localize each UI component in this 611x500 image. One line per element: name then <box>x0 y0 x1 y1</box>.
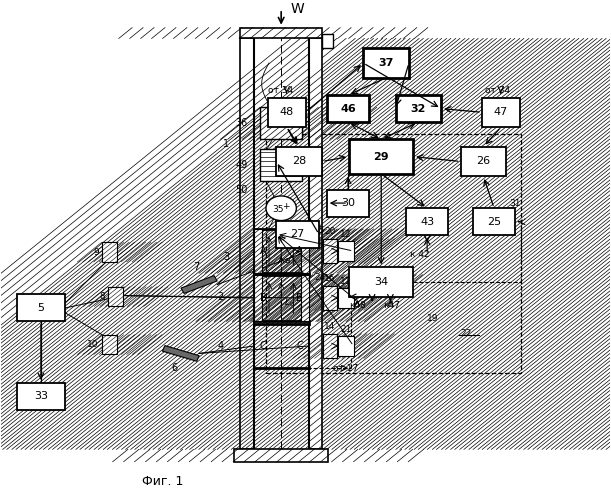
Polygon shape <box>181 276 217 293</box>
Bar <box>338 336 354 356</box>
Bar <box>338 288 354 308</box>
Text: 49: 49 <box>235 160 247 170</box>
Text: C: C <box>260 341 266 351</box>
Bar <box>461 146 506 176</box>
Bar <box>322 34 333 48</box>
Text: 3: 3 <box>224 252 230 262</box>
Text: 5: 5 <box>37 303 45 313</box>
Text: Фиг. 1: Фиг. 1 <box>142 475 183 488</box>
Text: 30: 30 <box>341 198 355 208</box>
Bar <box>395 95 441 122</box>
Bar <box>473 208 515 236</box>
Bar <box>240 28 322 38</box>
Text: 9: 9 <box>93 248 99 256</box>
Bar <box>482 98 520 127</box>
Text: 24: 24 <box>315 273 326 282</box>
Text: 32: 32 <box>411 104 426 114</box>
Text: 47: 47 <box>494 108 508 118</box>
Text: 19: 19 <box>427 314 439 324</box>
Text: 1: 1 <box>224 140 230 149</box>
Text: 11: 11 <box>340 277 352 286</box>
Text: 37: 37 <box>378 58 393 68</box>
Bar <box>338 241 354 261</box>
Text: 43: 43 <box>420 217 434 227</box>
Text: B: B <box>296 293 303 303</box>
Text: 36: 36 <box>235 118 247 128</box>
Bar <box>235 450 328 462</box>
Bar <box>260 149 302 181</box>
Text: от 34: от 34 <box>485 86 510 94</box>
Bar <box>266 134 521 373</box>
Text: к 42: к 42 <box>410 250 430 260</box>
Text: 28: 28 <box>292 156 306 166</box>
Text: к47: к47 <box>383 301 400 310</box>
Bar <box>406 208 448 236</box>
Text: 21: 21 <box>340 324 352 334</box>
Bar <box>364 48 409 78</box>
Bar <box>268 98 306 127</box>
Bar <box>102 334 117 354</box>
Text: от 34: от 34 <box>268 86 293 94</box>
Text: B: B <box>260 293 266 303</box>
Text: A: A <box>296 246 302 256</box>
Text: a: a <box>284 256 290 266</box>
Text: 26: 26 <box>477 156 491 166</box>
Bar <box>276 146 322 176</box>
Bar <box>254 274 262 322</box>
Text: 31: 31 <box>509 199 521 208</box>
Text: 35: 35 <box>273 204 284 214</box>
Text: 4: 4 <box>218 341 224 351</box>
Text: W: W <box>290 2 304 16</box>
Text: от 17: от 17 <box>333 364 358 372</box>
Bar <box>108 286 123 306</box>
Text: 25: 25 <box>487 217 501 227</box>
Bar <box>301 274 309 322</box>
Bar <box>349 268 413 297</box>
Bar <box>349 140 413 174</box>
Text: 22: 22 <box>461 329 472 338</box>
Bar <box>16 294 65 322</box>
Text: 46: 46 <box>340 104 356 114</box>
Bar <box>102 242 117 262</box>
Bar <box>16 383 65 410</box>
Text: 20: 20 <box>324 228 335 236</box>
Text: +: + <box>282 202 290 211</box>
Text: A: A <box>260 246 266 256</box>
Bar <box>260 108 302 140</box>
Text: 50: 50 <box>235 184 247 194</box>
Bar <box>240 28 322 38</box>
Text: 6: 6 <box>172 364 178 374</box>
Bar <box>327 95 370 122</box>
Bar <box>309 38 322 450</box>
Bar <box>327 190 370 216</box>
Bar <box>301 229 309 273</box>
Polygon shape <box>163 346 199 362</box>
Bar <box>323 239 337 264</box>
Text: $L_0$: $L_0$ <box>284 296 295 309</box>
Bar <box>254 229 262 273</box>
Text: 48: 48 <box>280 108 294 118</box>
Bar <box>323 286 337 310</box>
Bar <box>323 334 337 358</box>
Text: 15: 15 <box>314 226 326 235</box>
Bar <box>240 38 254 450</box>
Text: 12: 12 <box>340 230 352 239</box>
Text: 27: 27 <box>290 229 305 239</box>
Text: 14: 14 <box>324 322 335 332</box>
Text: C: C <box>296 341 303 351</box>
Text: 7: 7 <box>193 262 199 272</box>
Text: к48: к48 <box>349 301 366 310</box>
Text: 8: 8 <box>99 292 105 301</box>
Text: 34: 34 <box>374 277 388 287</box>
Text: 33: 33 <box>34 392 48 402</box>
Circle shape <box>266 196 296 220</box>
Text: 10: 10 <box>87 340 99 349</box>
Bar <box>276 220 319 248</box>
Text: 29: 29 <box>373 152 389 162</box>
Text: 2: 2 <box>218 292 224 302</box>
Text: 16: 16 <box>324 274 335 283</box>
